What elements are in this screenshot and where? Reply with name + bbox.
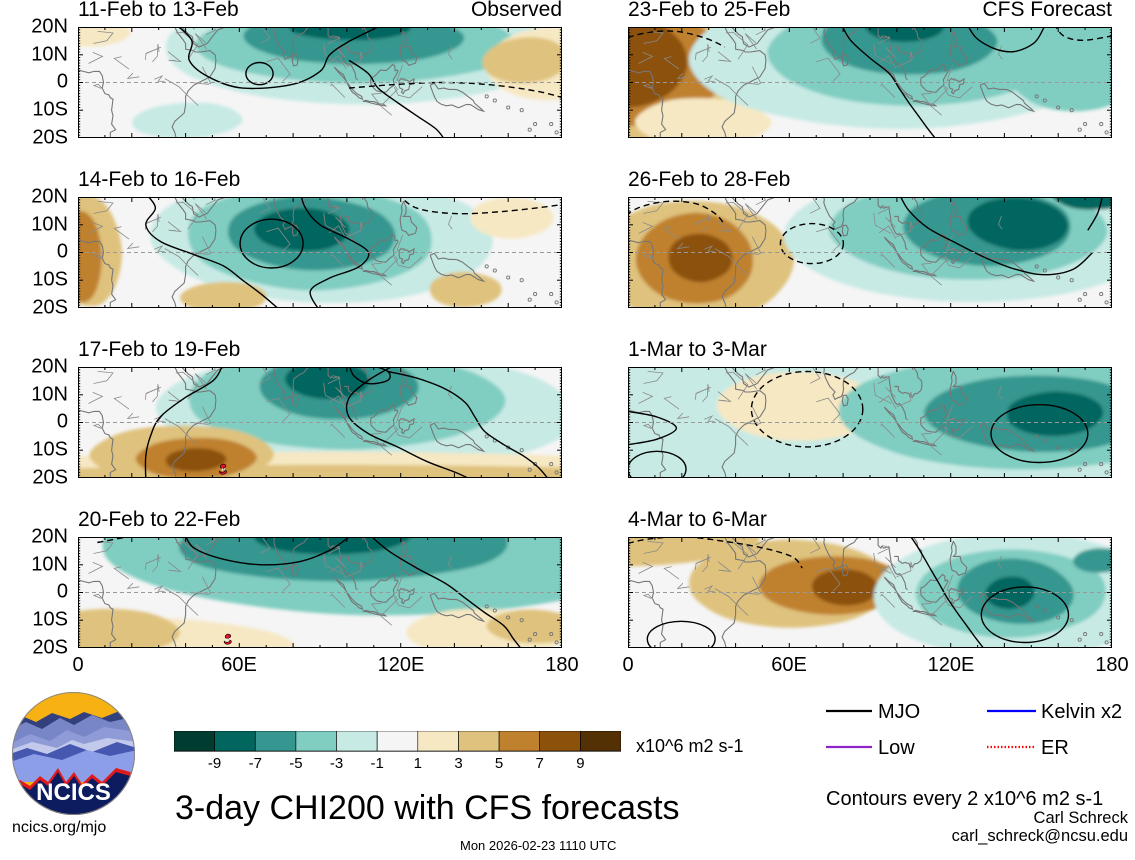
svg-text:MJO: MJO — [878, 701, 920, 723]
svg-text:-1: -1 — [371, 755, 384, 772]
svg-text:-9: -9 — [208, 755, 221, 772]
svg-text:Kelvin x2: Kelvin x2 — [1041, 701, 1122, 723]
svg-text:7: 7 — [536, 755, 544, 772]
svg-text:5: 5 — [495, 755, 503, 772]
svg-text:ER: ER — [1041, 737, 1069, 759]
svg-text:-5: -5 — [289, 755, 302, 772]
svg-text:9: 9 — [576, 755, 584, 772]
svg-text:1: 1 — [414, 755, 422, 772]
svg-text:-3: -3 — [330, 755, 343, 772]
svg-text:NCICS: NCICS — [36, 779, 111, 806]
svg-text:-7: -7 — [249, 755, 262, 772]
svg-text:3: 3 — [454, 755, 462, 772]
svg-text:Low: Low — [878, 737, 915, 759]
